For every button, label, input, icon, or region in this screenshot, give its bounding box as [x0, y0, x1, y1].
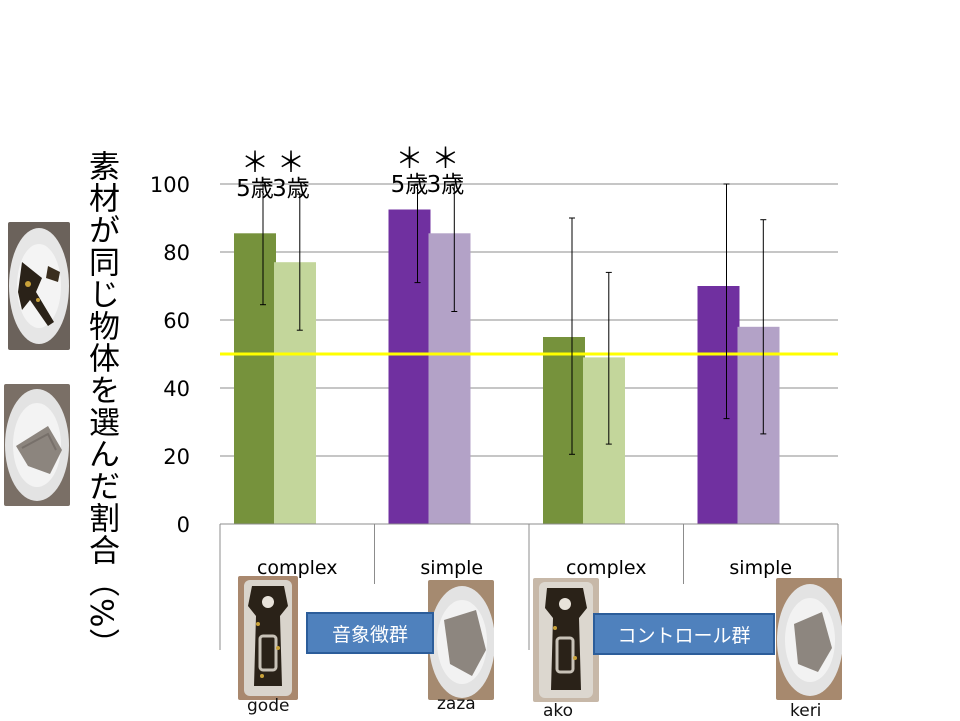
complex-object-photo: [8, 222, 70, 350]
bar-0: [234, 233, 276, 525]
gode-object-photo: [238, 576, 298, 700]
category-label-2: complex: [566, 557, 647, 579]
y-tick-label-0: 0: [177, 513, 190, 537]
error-bar-1: [296, 193, 303, 331]
category-labels: complex simple complex simple: [257, 557, 792, 579]
error-bars: [260, 183, 767, 455]
error-bar-0: [260, 183, 266, 306]
age-label-1: 3歳: [272, 176, 310, 202]
bars: [234, 209, 780, 525]
significance-annotations: ＊5歳＊3歳＊5歳＊3歳: [236, 142, 464, 202]
error-bar-5: [605, 271, 612, 445]
category-label-3: simple: [729, 557, 792, 579]
object-name-keri: keri: [790, 701, 822, 721]
object-name-gode: gode: [247, 696, 290, 716]
age-label-3: 3歳: [427, 172, 465, 198]
category-label-1: simple: [420, 557, 483, 579]
significance-star-1: ＊: [277, 146, 305, 179]
category-label-0: complex: [257, 557, 338, 579]
group-label-control: コントロール群: [593, 613, 775, 655]
y-tick-label-40: 40: [163, 377, 190, 401]
category-axis: [219, 523, 839, 650]
keri-object-photo: [776, 578, 842, 700]
age-label-0: 5歳: [236, 176, 274, 202]
y-tick-label-60: 60: [163, 309, 190, 333]
bar-5: [583, 357, 625, 524]
error-bar-2: [414, 183, 421, 284]
y-tick-label-100: 100: [150, 173, 190, 197]
bar-1: [274, 262, 316, 524]
error-bar-7: [760, 219, 767, 435]
error-bar-3: [451, 183, 458, 312]
bar-7: [737, 326, 780, 524]
y-tick-label-80: 80: [163, 241, 190, 265]
y-axis-ticks: 0 20 40 60 80 100: [150, 173, 190, 537]
error-bar-6: [723, 183, 730, 420]
bar-2: [388, 209, 431, 524]
y-tick-label-20: 20: [163, 445, 190, 469]
bar-3: [428, 233, 471, 525]
zaza-object-photo: [428, 580, 494, 700]
significance-star-3: ＊: [431, 142, 459, 175]
simple-object-photo: [4, 384, 70, 506]
significance-star-2: ＊: [395, 142, 423, 175]
y-axis-label: 素材が同じ物体を選んだ割合（%）: [83, 150, 119, 661]
ako-object-photo: [533, 578, 599, 702]
error-bar-4: [569, 217, 575, 455]
bar-6: [697, 286, 740, 524]
significance-star-0: ＊: [241, 146, 269, 179]
object-name-ako: ako: [543, 701, 574, 721]
group-label-sound-symbolism: 音象徴群: [306, 612, 434, 654]
bar-4: [543, 337, 585, 524]
object-name-zaza: zaza: [437, 694, 476, 714]
age-label-2: 5歳: [391, 172, 429, 198]
